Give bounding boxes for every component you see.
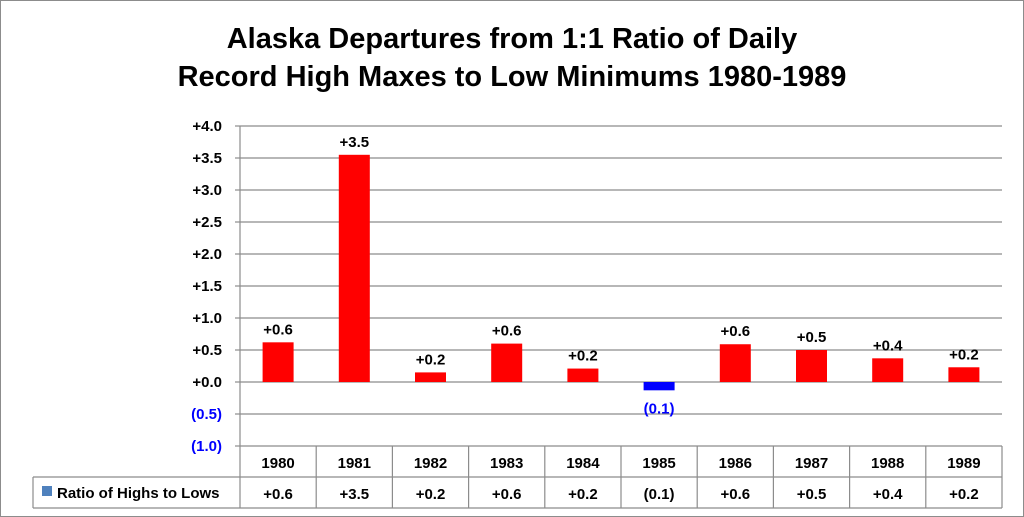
- table-value-1983: +0.6: [492, 486, 522, 503]
- bar-1982: [415, 372, 446, 382]
- y-tick-label: +0.5: [192, 342, 222, 359]
- y-tick-label: +1.0: [192, 310, 222, 327]
- x-tick-label-1982: 1982: [414, 455, 447, 472]
- x-tick-label-1985: 1985: [642, 455, 675, 472]
- data-label-1985: (0.1): [644, 400, 675, 417]
- x-tick-label-1986: 1986: [719, 455, 752, 472]
- x-tick-label-1989: 1989: [947, 455, 980, 472]
- bar-1987: [796, 350, 827, 382]
- x-tick-label-1988: 1988: [871, 455, 904, 472]
- y-tick-label: +2.0: [192, 246, 222, 263]
- table-value-1987: +0.5: [797, 486, 827, 503]
- table-value-1988: +0.4: [873, 486, 903, 503]
- y-tick-label: +3.5: [192, 150, 222, 167]
- y-tick-label: (1.0): [191, 438, 222, 455]
- bar-1980: [262, 342, 294, 382]
- table-value-1989: +0.2: [949, 486, 979, 503]
- chart-title-line-1: Alaska Departures from 1:1 Ratio of Dail…: [226, 23, 798, 55]
- chart-title: Alaska Departures from 1:1 Ratio of Dail…: [0, 20, 1024, 96]
- legend-key: [42, 486, 52, 496]
- y-tick-label: +0.0: [192, 374, 222, 391]
- data-label-1984: +0.2: [568, 348, 598, 365]
- table-value-1986: +0.6: [720, 486, 750, 503]
- x-tick-label-1980: 1980: [261, 455, 294, 472]
- x-tick-label-1981: 1981: [338, 455, 371, 472]
- y-tick-label: (0.5): [191, 406, 222, 423]
- data-label-1989: +0.2: [949, 346, 979, 363]
- table-value-1985: (0.1): [644, 486, 675, 503]
- data-label-1982: +0.2: [416, 351, 446, 368]
- table-value-1984: +0.2: [568, 486, 598, 503]
- x-tick-label-1983: 1983: [490, 455, 523, 472]
- bar-1989: [948, 367, 980, 382]
- y-tick-label: +1.5: [192, 278, 222, 295]
- y-tick-label: +2.5: [192, 214, 222, 231]
- chart-title-line-2: Record High Maxes to Low Minimums 1980-1…: [177, 61, 847, 93]
- data-label-1987: +0.5: [797, 329, 827, 346]
- x-tick-label-1984: 1984: [566, 455, 600, 472]
- bar-1983: [491, 343, 523, 382]
- bar-1984: [567, 368, 599, 382]
- data-label-1986: +0.6: [720, 323, 750, 340]
- data-label-1980: +0.6: [263, 321, 293, 338]
- bar-1985: [643, 382, 675, 391]
- data-label-1983: +0.6: [492, 323, 522, 340]
- table-value-1982: +0.2: [416, 486, 446, 503]
- legend-series-name: Ratio of Highs to Lows: [57, 485, 220, 502]
- data-label-1981: +3.5: [339, 134, 369, 151]
- table-value-1980: +0.6: [263, 486, 293, 503]
- bar-1986: [719, 344, 751, 382]
- bar-1981: [338, 154, 370, 382]
- x-tick-label-1987: 1987: [795, 455, 828, 472]
- y-tick-label: +4.0: [192, 118, 222, 135]
- data-label-1988: +0.4: [873, 337, 903, 354]
- y-tick-label: +3.0: [192, 182, 222, 199]
- table-value-1981: +3.5: [339, 486, 369, 503]
- bar-1988: [872, 358, 904, 382]
